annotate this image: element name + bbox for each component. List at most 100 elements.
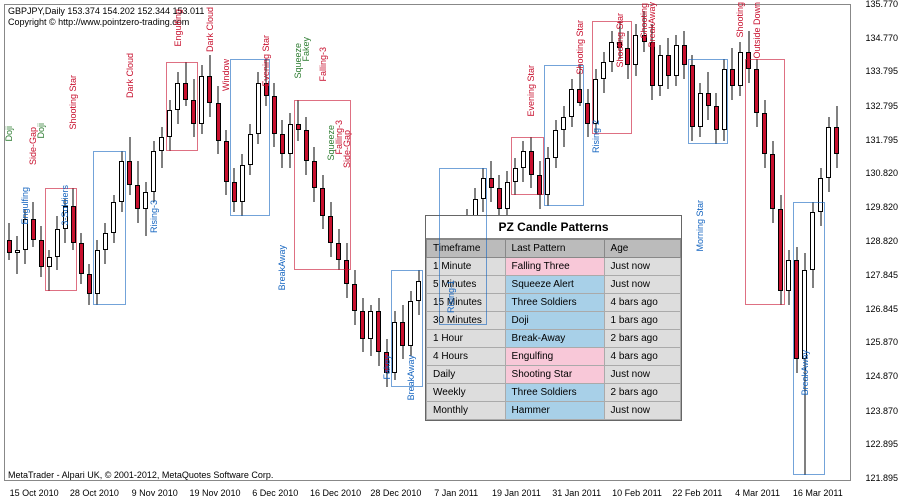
- cell-pattern: Squeeze Alert: [505, 276, 604, 294]
- table-row[interactable]: 1 MinuteFalling ThreeJust now: [427, 258, 681, 276]
- candle[interactable]: [818, 5, 823, 479]
- patterns-table: Timeframe Last Pattern Age 1 MinuteFalli…: [426, 239, 681, 420]
- patterns-panel[interactable]: PZ Candle Patterns Timeframe Last Patter…: [425, 215, 682, 421]
- candle[interactable]: [119, 5, 124, 479]
- candle[interactable]: [272, 5, 277, 479]
- candle[interactable]: [111, 5, 116, 479]
- candle[interactable]: [31, 5, 36, 479]
- cell-timeframe: 1 Hour: [427, 330, 506, 348]
- pattern-label: Fakey: [301, 37, 311, 62]
- cell-pattern: Shooting Star: [505, 366, 604, 384]
- ytick: 122.895: [865, 439, 898, 449]
- candle[interactable]: [199, 5, 204, 479]
- table-row[interactable]: 4 HoursEngulfing4 bars ago: [427, 348, 681, 366]
- candle[interactable]: [240, 5, 245, 479]
- pattern-label: Rising-1: [446, 280, 456, 313]
- cell-age: 2 bars ago: [604, 330, 680, 348]
- cell-timeframe: 30 Minutes: [427, 312, 506, 330]
- candle[interactable]: [368, 5, 373, 479]
- candle[interactable]: [344, 5, 349, 479]
- candle[interactable]: [55, 5, 60, 479]
- y-axis: 135.770134.770133.795132.795131.795130.8…: [850, 4, 900, 479]
- candle[interactable]: [183, 5, 188, 479]
- candle[interactable]: [143, 5, 148, 479]
- candle[interactable]: [746, 5, 751, 479]
- candle[interactable]: [191, 5, 196, 479]
- candle[interactable]: [376, 5, 381, 479]
- candle[interactable]: [95, 5, 100, 479]
- candle[interactable]: [256, 5, 261, 479]
- candle[interactable]: [159, 5, 164, 479]
- pattern-label: Shooting Star: [615, 13, 625, 68]
- pattern-label: Evening Star: [261, 35, 271, 87]
- table-row[interactable]: WeeklyThree Soldiers2 bars ago: [427, 384, 681, 402]
- candle[interactable]: [7, 5, 12, 479]
- candle[interactable]: [730, 5, 735, 479]
- candle[interactable]: [47, 5, 52, 479]
- pattern-label: Shooting: [735, 2, 745, 38]
- candle[interactable]: [360, 5, 365, 479]
- candle[interactable]: [39, 5, 44, 479]
- candle[interactable]: [352, 5, 357, 479]
- candle[interactable]: [79, 5, 84, 479]
- candle[interactable]: [103, 5, 108, 479]
- candle[interactable]: [151, 5, 156, 479]
- cell-timeframe: 1 Minute: [427, 258, 506, 276]
- candle[interactable]: [754, 5, 759, 479]
- candle[interactable]: [826, 5, 831, 479]
- candle[interactable]: [762, 5, 767, 479]
- candle[interactable]: [384, 5, 389, 479]
- candle[interactable]: [336, 5, 341, 479]
- candle[interactable]: [834, 5, 839, 479]
- pattern-label: Rising-2: [591, 120, 601, 153]
- candle[interactable]: [802, 5, 807, 479]
- table-row[interactable]: MonthlyHammerJust now: [427, 402, 681, 420]
- table-row[interactable]: DailyShooting StarJust now: [427, 366, 681, 384]
- pattern-label: Doji: [36, 123, 46, 139]
- cell-age: Just now: [604, 258, 680, 276]
- cell-pattern: Three Soldiers: [505, 384, 604, 402]
- candle[interactable]: [690, 5, 695, 479]
- candle[interactable]: [328, 5, 333, 479]
- candle[interactable]: [392, 5, 397, 479]
- table-row[interactable]: 1 HourBreak-Away2 bars ago: [427, 330, 681, 348]
- cell-pattern: Falling Three: [505, 258, 604, 276]
- candle[interactable]: [722, 5, 727, 479]
- ytick: 128.820: [865, 236, 898, 246]
- xtick: 19 Nov 2010: [189, 488, 240, 498]
- candle[interactable]: [682, 5, 687, 479]
- cell-age: 4 bars ago: [604, 294, 680, 312]
- candle[interactable]: [810, 5, 815, 479]
- candle[interactable]: [778, 5, 783, 479]
- candle[interactable]: [770, 5, 775, 479]
- xtick: 31 Jan 2011: [552, 488, 601, 498]
- candle[interactable]: [280, 5, 285, 479]
- candle[interactable]: [312, 5, 317, 479]
- candle[interactable]: [15, 5, 20, 479]
- cell-age: Just now: [604, 402, 680, 420]
- candle[interactable]: [216, 5, 221, 479]
- candle[interactable]: [400, 5, 405, 479]
- candle[interactable]: [794, 5, 799, 479]
- candle[interactable]: [786, 5, 791, 479]
- candle[interactable]: [738, 5, 743, 479]
- table-row[interactable]: 5 MinutesSqueeze AlertJust now: [427, 276, 681, 294]
- candle[interactable]: [408, 5, 413, 479]
- candle[interactable]: [706, 5, 711, 479]
- candle[interactable]: [416, 5, 421, 479]
- pattern-label: Window: [221, 59, 231, 91]
- candle[interactable]: [175, 5, 180, 479]
- candle[interactable]: [135, 5, 140, 479]
- candle[interactable]: [248, 5, 253, 479]
- candle[interactable]: [87, 5, 92, 479]
- candle[interactable]: [232, 5, 237, 479]
- cell-pattern: Break-Away: [505, 330, 604, 348]
- candle[interactable]: [714, 5, 719, 479]
- cell-age: Just now: [604, 276, 680, 294]
- candle[interactable]: [207, 5, 212, 479]
- candle[interactable]: [167, 5, 172, 479]
- candle[interactable]: [23, 5, 28, 479]
- table-row[interactable]: 15 MinutesThree Soldiers4 bars ago: [427, 294, 681, 312]
- candle[interactable]: [304, 5, 309, 479]
- table-row[interactable]: 30 MinutesDoji1 bars ago: [427, 312, 681, 330]
